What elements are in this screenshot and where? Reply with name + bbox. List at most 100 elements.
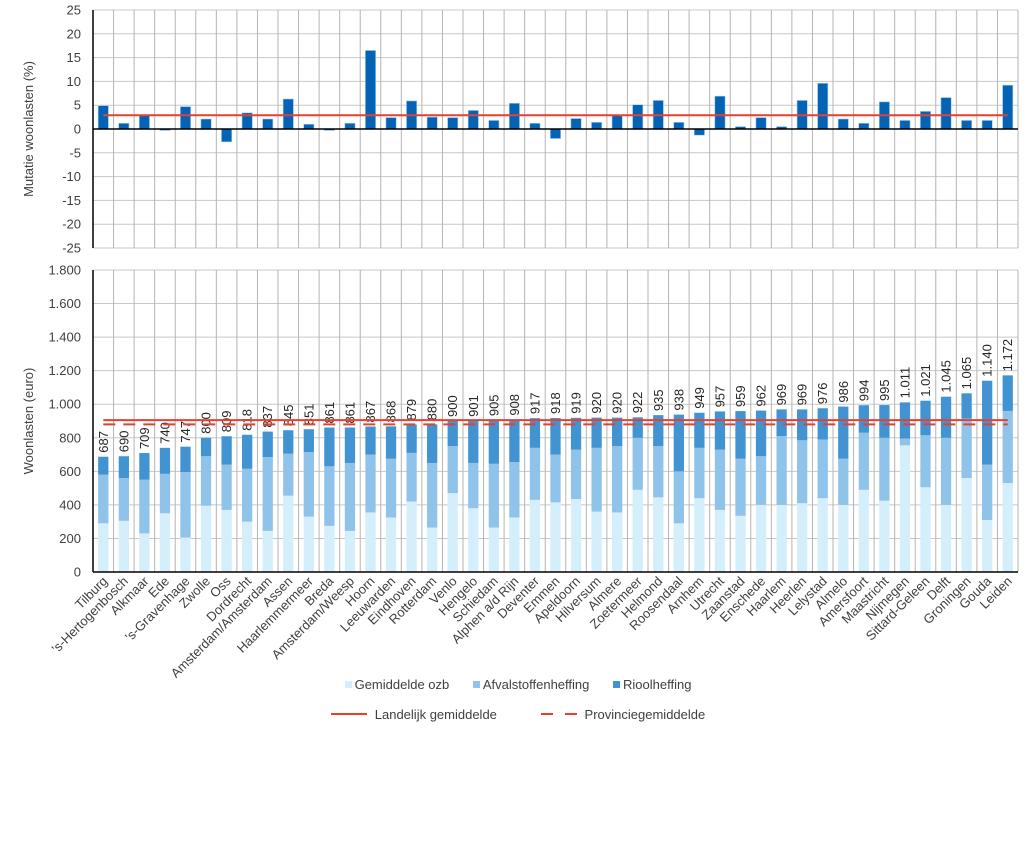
total-label: 740 <box>157 422 172 444</box>
dashed-line-icon <box>540 713 577 715</box>
bar-segment-afval <box>139 479 150 534</box>
total-label: 919 <box>569 392 584 414</box>
bar-segment-riool <box>406 424 417 453</box>
bar-segment-riool <box>920 400 931 436</box>
mutation-bar <box>550 128 561 139</box>
bar-segment-ozb <box>591 511 602 572</box>
y-tick-label: 15 <box>67 50 81 65</box>
y-tick-label: 800 <box>59 430 81 445</box>
mutation-bar <box>426 116 438 130</box>
woonlasten-y-axis-label: Woonlasten (euro) <box>21 368 36 475</box>
swatch-ozb-icon <box>344 681 352 688</box>
bar-segment-riool <box>385 426 397 459</box>
mutation-bar <box>591 122 603 130</box>
bar-segment-afval <box>632 437 643 490</box>
y-tick-label: 400 <box>59 497 81 512</box>
bar-segment-ozb <box>735 515 746 572</box>
bar-segment-ozb <box>982 519 993 572</box>
bar-segment-riool <box>735 411 746 459</box>
bar-segment-ozb <box>550 502 561 572</box>
mutation-axes <box>92 10 1018 248</box>
bar-segment-ozb <box>118 520 129 572</box>
y-tick-label: -25 <box>62 241 81 256</box>
bar-segment-afval <box>920 435 931 488</box>
total-label: 920 <box>589 392 604 414</box>
total-label: 994 <box>856 380 871 402</box>
y-tick-label: 200 <box>59 531 81 546</box>
bar-segment-afval <box>427 462 438 528</box>
mutation-bar <box>385 117 397 130</box>
bar-segment-ozb <box>838 504 849 572</box>
bar-segment-ozb <box>159 513 171 572</box>
bar-segment-ozb <box>879 500 890 572</box>
bar-segment-afval <box>200 456 212 506</box>
mutation-bar <box>138 115 150 130</box>
bar-segment-riool <box>961 393 972 419</box>
bar-segment-afval <box>940 437 952 505</box>
legend-item-riool: Rioolheffing <box>613 677 691 692</box>
bar-segment-ozb <box>858 489 869 572</box>
bar-segment-riool <box>139 453 150 480</box>
bar-segment-riool <box>324 427 335 467</box>
bar-segment-riool <box>1002 375 1013 411</box>
total-label: 880 <box>425 399 440 421</box>
bar-segment-ozb <box>673 523 684 572</box>
y-tick-label: 1.000 <box>48 397 81 412</box>
mutation-bar <box>858 122 870 130</box>
bar-segment-afval <box>262 457 273 531</box>
total-label: 917 <box>527 392 542 414</box>
total-label: 1.172 <box>1000 339 1015 372</box>
legend-lines: Landelijk gemiddelde Provinciegemiddelde <box>0 703 1036 722</box>
bar-segment-riool <box>591 417 602 448</box>
bar-segment-ozb <box>694 498 705 572</box>
mutation-bar <box>755 117 767 130</box>
y-tick-label: 1.600 <box>48 296 81 311</box>
bar-segment-riool <box>612 417 623 447</box>
bar-segment-ozb <box>488 527 499 572</box>
mutation-bar <box>282 98 294 130</box>
total-label: 1.045 <box>939 360 954 393</box>
bar-segment-ozb <box>714 509 726 572</box>
total-label: 1.011 <box>897 367 912 399</box>
woonlasten-reference-lines <box>103 419 1008 426</box>
bar-segment-afval <box>797 440 808 504</box>
bar-segment-afval <box>118 478 129 521</box>
bar-segment-riool <box>98 456 109 475</box>
bar-segment-riool <box>858 405 869 433</box>
bar-segment-afval <box>468 462 479 509</box>
total-label: 851 <box>301 404 316 426</box>
mutation-bar <box>344 122 356 130</box>
y-tick-label: -15 <box>62 193 81 208</box>
mutation-chart: 25 20 15 10 5 0 -5 -10 -15 -20 -25 Mutatie woonlas… <box>21 3 1019 256</box>
total-label: 800 <box>199 412 214 434</box>
bar-segment-afval <box>447 446 458 494</box>
total-label: 879 <box>404 399 419 421</box>
bar-segment-afval <box>529 447 541 500</box>
total-label: 918 <box>548 392 563 414</box>
bar-segment-ozb <box>776 504 787 572</box>
y-tick-label: 0 <box>74 122 81 137</box>
bar-segment-afval <box>159 473 171 514</box>
mutation-bars <box>97 50 1014 143</box>
bar-segment-riool <box>755 410 767 457</box>
total-label: 986 <box>836 381 851 403</box>
bar-segment-afval <box>653 446 664 498</box>
mutation-bar <box>899 120 911 130</box>
mutation-bar <box>200 118 212 130</box>
y-tick-label: 1.400 <box>48 330 81 345</box>
bar-segment-afval <box>879 437 890 501</box>
y-tick-label: 10 <box>67 74 81 89</box>
mutation-bar <box>365 50 376 130</box>
total-label: 900 <box>445 395 460 417</box>
bar-segment-afval <box>694 447 705 499</box>
bar-segment-riool <box>838 406 849 459</box>
y-tick-label: 600 <box>59 464 81 479</box>
bar-segment-afval <box>673 471 684 524</box>
mutation-bar <box>981 120 993 130</box>
bar-segment-afval <box>180 472 191 538</box>
total-label: 976 <box>815 383 830 405</box>
bar-segment-ozb <box>570 499 582 572</box>
bar-segment-afval <box>714 449 726 510</box>
mutation-bar <box>570 118 582 130</box>
